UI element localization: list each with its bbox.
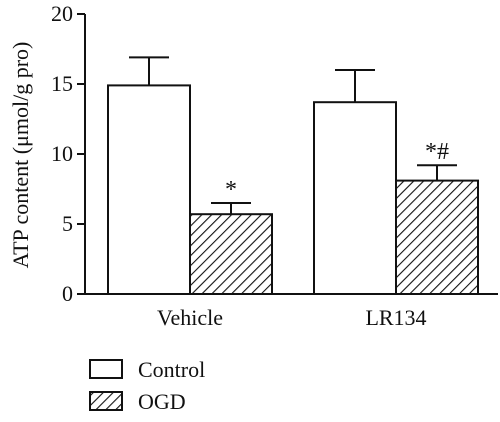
x-tick-label: Vehicle bbox=[157, 305, 223, 330]
bar bbox=[189, 213, 273, 295]
legend-label: OGD bbox=[138, 389, 186, 414]
plot-area: 0 5 10 15 20 * Vehicle *# LR134 bbox=[51, 1, 498, 330]
significance-annotation: *# bbox=[425, 139, 449, 165]
significance-annotation: * bbox=[225, 177, 237, 203]
y-tick-label: 20 bbox=[51, 1, 73, 26]
legend-label: Control bbox=[138, 357, 205, 382]
legend-swatch bbox=[89, 391, 123, 411]
legend: Control OGD bbox=[89, 357, 205, 414]
y-tick-label: 10 bbox=[51, 141, 73, 166]
bar bbox=[107, 84, 191, 296]
x-tick-label: LR134 bbox=[365, 305, 426, 330]
y-tick-label: 5 bbox=[62, 211, 73, 236]
bar bbox=[313, 101, 397, 295]
y-tick-label: 0 bbox=[62, 281, 73, 306]
y-axis-label: ATP content (μmol/g pro) bbox=[8, 42, 33, 269]
bar bbox=[395, 179, 479, 296]
y-tick-label: 15 bbox=[51, 71, 73, 96]
legend-swatch bbox=[89, 359, 123, 379]
